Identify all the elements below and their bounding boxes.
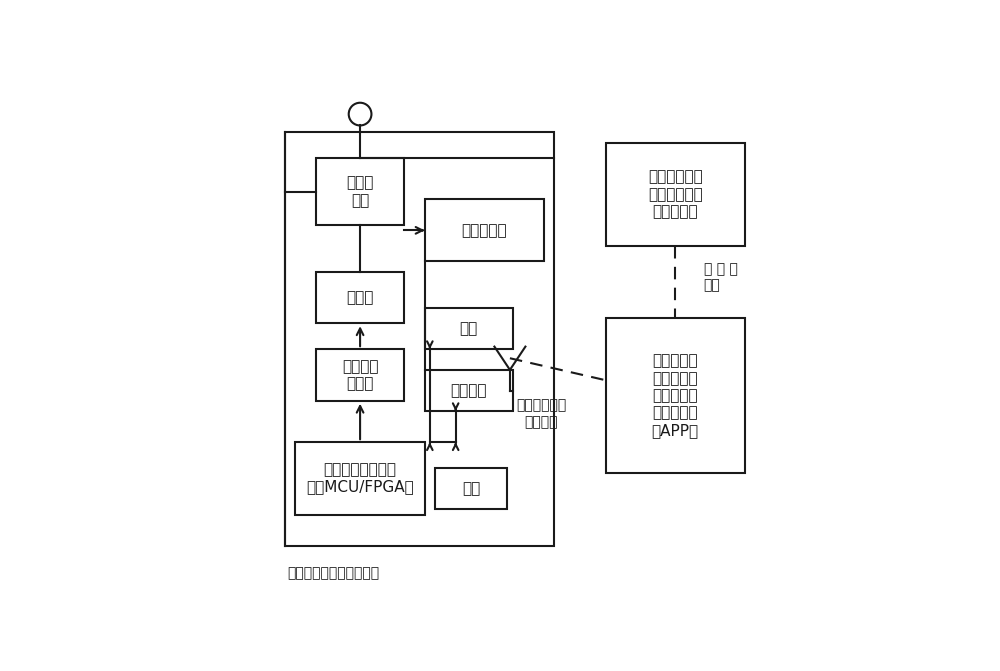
- Text: 激光器: 激光器: [346, 290, 374, 305]
- Text: 脉冲光编码产生电
路（MCU/FPGA）: 脉冲光编码产生电 路（MCU/FPGA）: [306, 462, 414, 495]
- Bar: [606, 318, 745, 473]
- Text: 按键: 按键: [459, 321, 478, 336]
- Text: 以 太 网
连接: 以 太 网 连接: [704, 262, 738, 292]
- Bar: [316, 349, 404, 401]
- Bar: [285, 132, 554, 546]
- Text: 光缆纤芯资源
检测平台网管
中心服务器: 光缆纤芯资源 检测平台网管 中心服务器: [648, 169, 703, 219]
- Text: 激光器驱
动电路: 激光器驱 动电路: [342, 359, 378, 391]
- Text: 手持光源和光编码发生器: 手持光源和光编码发生器: [288, 566, 380, 580]
- Bar: [295, 442, 425, 515]
- Bar: [435, 468, 507, 509]
- Text: 电池: 电池: [462, 481, 480, 496]
- Bar: [606, 142, 745, 246]
- Bar: [316, 158, 404, 225]
- Text: 光纤法
兰盘: 光纤法 兰盘: [346, 175, 374, 208]
- Text: 移动通信终
端（手机）
上配置和控
制应用软件
（APP）: 移动通信终 端（手机） 上配置和控 制应用软件 （APP）: [652, 354, 699, 438]
- Text: 蓝牙模块: 蓝牙模块: [450, 383, 487, 398]
- Bar: [316, 272, 404, 323]
- Text: 液晶显示屏: 液晶显示屏: [461, 223, 507, 238]
- Bar: [425, 308, 512, 349]
- Bar: [425, 199, 544, 261]
- Bar: [425, 370, 512, 411]
- Text: 本地蓝牙连接
软件配置: 本地蓝牙连接 软件配置: [516, 399, 566, 429]
